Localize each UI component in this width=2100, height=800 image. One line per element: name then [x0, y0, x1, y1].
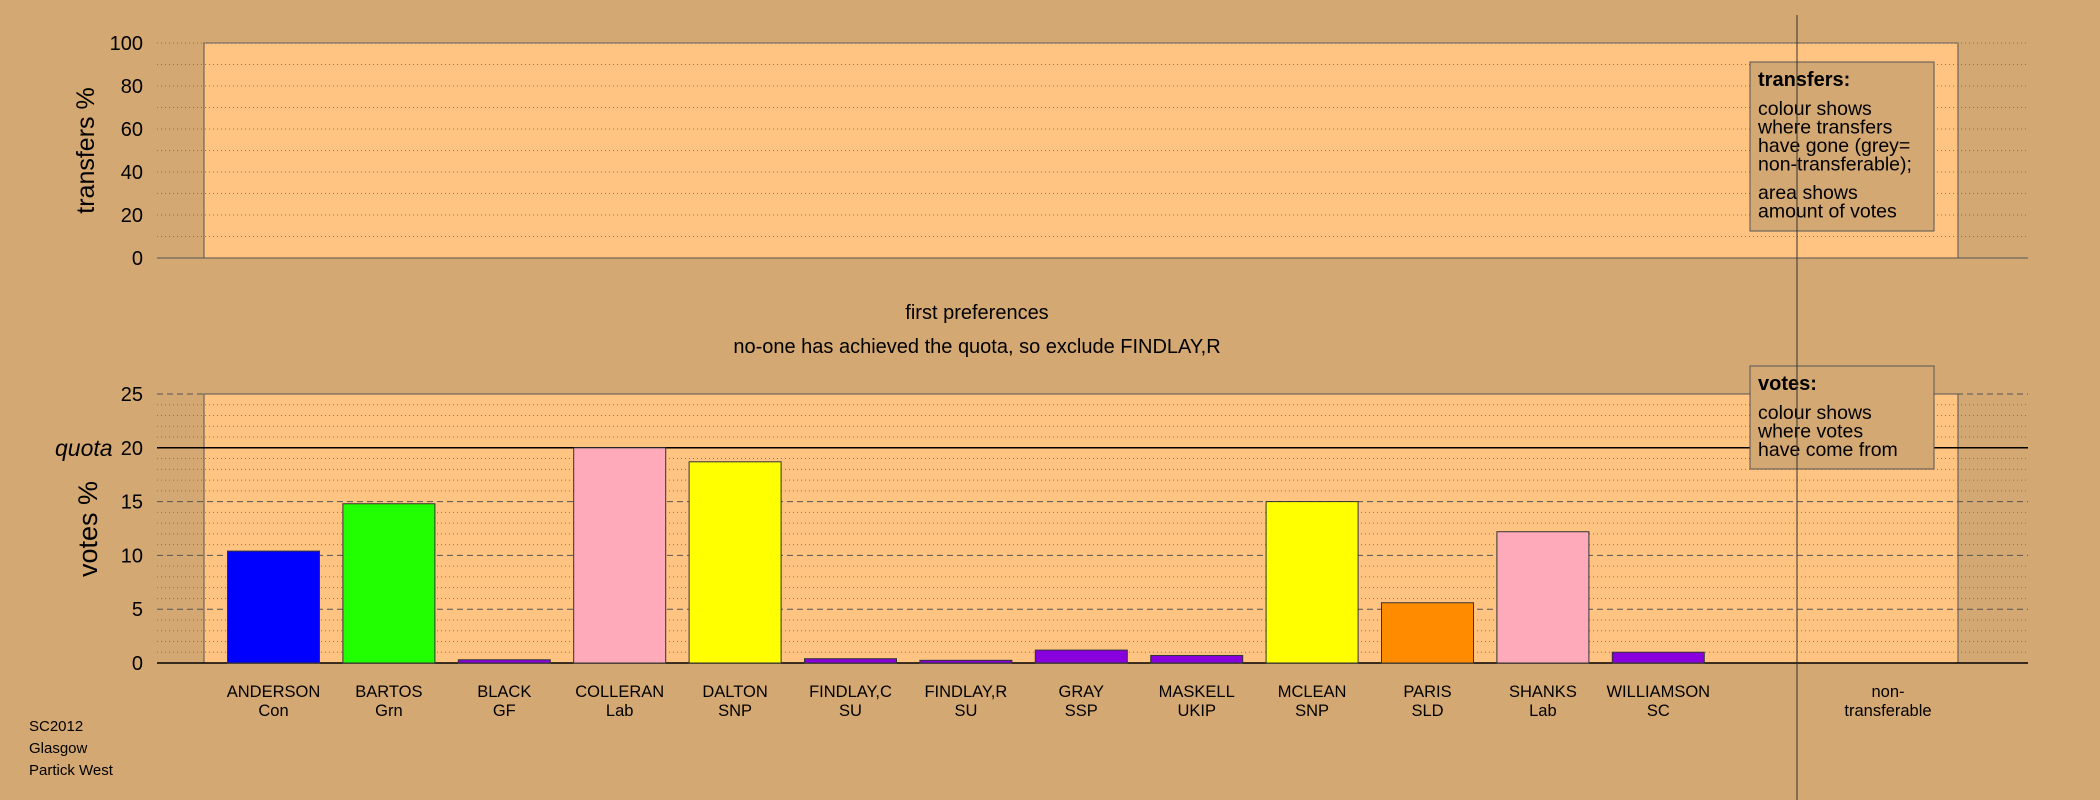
transfers-panel: 0 20 40 60 80 100 transfers % transfers: colour …	[72, 33, 2028, 270]
candidate-name-label: MCLEAN	[1278, 683, 1347, 701]
candidate-party-label: Lab	[1529, 702, 1557, 720]
transfers-legend-line: amount of votes	[1758, 201, 1897, 223]
votes-y-tick-label: 5	[132, 599, 143, 621]
candidate-party-label: GF	[493, 702, 516, 720]
bar-paris	[1381, 602, 1474, 664]
transfers-y-tick-label: 60	[121, 119, 143, 141]
candidate-name-label: FINDLAY,C	[809, 683, 892, 701]
chart-subtitle: no-one has achieved the quota, so exclud…	[733, 336, 1220, 358]
votes-y-axis-label: votes %	[73, 481, 103, 577]
candidate-name-label: WILLIAMSON	[1606, 683, 1710, 701]
candidate-name-label: ANDERSON	[227, 683, 321, 701]
bar-mclean	[1265, 501, 1359, 664]
candidate-name-label: GRAY	[1059, 683, 1105, 701]
votes-y-tick-label: 20	[121, 438, 143, 460]
bar-black	[457, 659, 551, 664]
chart-title: first preferences	[905, 302, 1048, 324]
transfers-legend-line: colour shows	[1758, 98, 1872, 120]
votes-legend-line: where votes	[1757, 421, 1863, 443]
candidate-name-label: SHANKS	[1509, 683, 1577, 701]
candidate-party-label: Grn	[375, 702, 403, 720]
transfers-legend-line: where transfers	[1757, 117, 1893, 139]
transfers-y-tick-label: 0	[132, 248, 143, 270]
candidate-party-label: SSP	[1065, 702, 1098, 720]
transfers-y-tick-label: 100	[110, 33, 143, 55]
candidate-name-label: MASKELL	[1159, 683, 1235, 701]
votes-legend-title: votes:	[1758, 373, 1817, 395]
nontransferable-label-line1: non-	[1871, 683, 1904, 701]
candidate-party-label: UKIP	[1177, 702, 1216, 720]
bar-shanks	[1496, 531, 1590, 664]
transfers-legend-line: non-transferable);	[1758, 154, 1912, 176]
bar-findlay-r	[919, 659, 1013, 664]
bar-gray	[1034, 649, 1128, 664]
election-info: SC2012 Glasgow Partick West	[29, 716, 113, 782]
candidate-name-label: PARIS	[1403, 683, 1451, 701]
votes-legend-line: have come from	[1758, 439, 1898, 461]
candidate-name-label: COLLERAN	[575, 683, 664, 701]
votes-y-tick-label: 10	[121, 545, 143, 567]
election-code: SC2012	[29, 718, 84, 735]
candidate-party-label: SU	[954, 702, 977, 720]
votes-legend-box	[1749, 365, 1935, 470]
candidate-party-label: Lab	[606, 702, 634, 720]
bar-colleran	[573, 447, 667, 664]
transfers-y-axis-label: transfers %	[72, 87, 100, 213]
transfers-y-tick-label: 80	[121, 76, 143, 98]
candidate-party-label: SNP	[1295, 702, 1329, 720]
transfers-y-tick-label: 20	[121, 205, 143, 227]
transfers-legend-box	[1749, 61, 1935, 232]
bar-findlay-c	[804, 658, 897, 664]
votes-plot-area	[203, 393, 1959, 664]
candidate-party-label: Con	[258, 702, 288, 720]
candidate-party-label: SNP	[718, 702, 752, 720]
votes-y-tick-label: 0	[132, 653, 143, 675]
candidate-name-label: BLACK	[477, 683, 531, 701]
candidate-name-label: FINDLAY,R	[924, 683, 1007, 701]
candidate-party-label: SC	[1647, 702, 1670, 720]
candidate-name-label: BARTOS	[355, 683, 422, 701]
quota-label: quota	[55, 435, 113, 461]
bar-anderson	[227, 550, 320, 664]
candidate-name-label: DALTON	[702, 683, 767, 701]
votes-y-tick-label: 25	[121, 384, 143, 406]
transfers-legend-line: area shows	[1758, 182, 1858, 204]
bar-maskell	[1150, 654, 1244, 664]
transfers-legend-line: have gone (grey=	[1758, 135, 1910, 157]
election-council: Glasgow	[29, 740, 88, 757]
election-ward: Partick West	[29, 762, 113, 779]
nontransferable-label-line2: transferable	[1844, 702, 1931, 720]
transfers-y-tick-label: 40	[121, 162, 143, 184]
votes-legend-line: colour shows	[1758, 402, 1872, 424]
transfers-legend-title: transfers:	[1758, 69, 1850, 91]
bar-dalton	[688, 461, 782, 664]
candidate-party-label: SU	[839, 702, 862, 720]
bar-williamson	[1611, 651, 1705, 664]
bar-bartos	[342, 503, 436, 664]
votes-y-tick-label: 15	[121, 492, 143, 514]
candidate-party-label: SLD	[1411, 702, 1443, 720]
